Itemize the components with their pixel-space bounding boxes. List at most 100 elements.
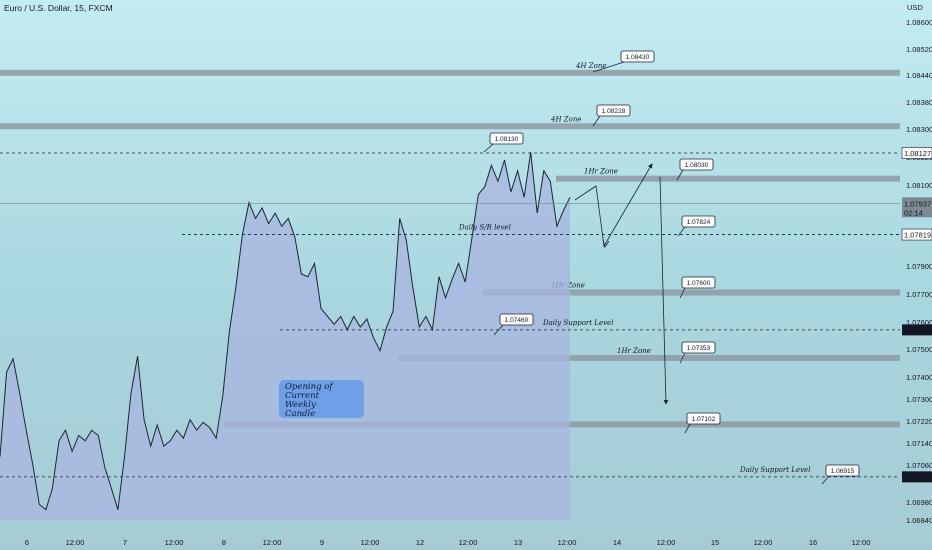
chart-title: Euro / U.S. Dollar, 15, FXCM (4, 3, 113, 13)
callout-pointer (679, 352, 686, 364)
callout-box (679, 158, 714, 171)
callout-label: 1.08228 (602, 108, 626, 115)
zone-label: 4H Zone (550, 115, 582, 123)
callout-box (499, 313, 534, 326)
x-tick-label: 12:00 (558, 538, 577, 547)
callout-label: 1.07102 (692, 416, 716, 423)
price-label-text: 1.07819 (904, 231, 931, 240)
price-line (0, 152, 571, 511)
callout-pointer (493, 324, 504, 336)
callout-box (620, 50, 655, 63)
zone-band (483, 289, 900, 296)
projection-down-arrow (659, 176, 669, 405)
price-label-box (901, 147, 932, 159)
x-tick-label: 12:00 (361, 538, 380, 547)
projection-dip-tick (602, 239, 610, 248)
x-tick-label: 12:00 (66, 538, 85, 547)
zone-label: 1Hr Zone (584, 168, 618, 176)
levels-layer: Daily S/R level Daily Support Level Daily … (0, 152, 900, 478)
price-axis: USD 1.08600 1.08520 1.08440 1.08380 1.08300 1.… (901, 3, 932, 525)
x-tick-label: 6 (25, 538, 29, 547)
y-tick-label: 1.08100 (906, 181, 932, 190)
y-tick-label: 1.08380 (906, 98, 932, 107)
x-tick-label: 7 (123, 538, 127, 547)
x-tick-label: 13 (514, 538, 522, 547)
callout-box (681, 276, 716, 289)
level-label: Daily Support Level (739, 466, 810, 474)
callout-box (686, 412, 721, 425)
y-tick-label: 1.07300 (906, 395, 932, 404)
note-line-2: Weekly (285, 400, 316, 410)
y-tick-label: 1.07500 (906, 345, 932, 354)
x-tick-label: 16 (809, 538, 817, 547)
zone-band (556, 175, 900, 182)
x-tick-label: 12:00 (657, 538, 676, 547)
callouts-layer: 1.08430 1.08228 1.08130 1.08030 1.07824 1.076… (483, 50, 860, 485)
y-tick-label: 1.06840 (906, 516, 932, 525)
price-area-fill (0, 152, 570, 520)
price-label-box (902, 324, 932, 336)
callout-box (681, 215, 716, 228)
y-tick-label: 1.07900 (906, 262, 932, 271)
x-tick-label: 8 (222, 538, 226, 547)
price-label-text: 1.06904 (904, 473, 931, 482)
weekly-open-note: Opening of Current Weekly Candle (279, 380, 364, 419)
x-tick-label: 15 (711, 538, 719, 547)
y-tick-label: 1.08300 (906, 125, 932, 134)
zone-label: 4H Zone (575, 62, 607, 70)
countdown-text: 02:14 (904, 208, 923, 217)
zone-band (0, 123, 900, 130)
projection-arrows (574, 163, 669, 405)
callout-label: 1.06915 (831, 468, 855, 475)
price-area (0, 152, 571, 520)
callout-label: 1.08430 (626, 54, 650, 61)
callout-label: 1.08130 (495, 136, 519, 143)
y-tick-label: 1.07700 (906, 290, 932, 299)
callout-pointer (677, 226, 686, 237)
level-label: Daily S/R level (458, 224, 511, 232)
x-tick-label: 12:00 (165, 538, 184, 547)
projection-up-arrow (574, 163, 653, 248)
x-tick-label: 12 (416, 538, 424, 547)
callout-pointer (592, 61, 625, 73)
price-label-box (902, 471, 932, 483)
zone-band (398, 354, 900, 361)
y-tick-label: 1.06980 (906, 498, 932, 507)
callout-label: 1.07824 (687, 219, 711, 226)
price-label-box (901, 228, 932, 241)
y-tick-label: 1.07220 (906, 417, 932, 426)
y-tick-label: 1.08600 (906, 18, 932, 27)
level-label: Daily Support Level (542, 319, 613, 327)
note-line-3: Candle (285, 409, 316, 419)
last-price-text: 1.07937 (904, 199, 931, 208)
y-tick-label: 1.07140 (906, 439, 932, 448)
price-label-text: 1.08127 (904, 149, 931, 158)
callout-label: 1.07600 (687, 280, 711, 287)
y-tick-label: 1.07600 (906, 318, 932, 327)
x-tick-label: 14 (613, 538, 621, 547)
x-tick-label: 12:00 (852, 538, 871, 547)
callout-label: 1.07353 (687, 345, 711, 352)
zone-band (0, 69, 900, 76)
note-line-1: Opening of Current (285, 382, 333, 401)
callout-box (596, 104, 631, 117)
last-price-box (902, 197, 932, 218)
x-tick-label: 12:00 (754, 538, 773, 547)
callout-pointer (679, 287, 686, 299)
callout-pointer (592, 115, 601, 127)
callout-pointer (483, 143, 494, 153)
callout-box (489, 132, 524, 145)
callout-pointer (676, 169, 684, 181)
time-axis: 6 12:00 7 12:00 8 12:00 9 12:00 12 12:00 13 12:00 14… (25, 538, 870, 547)
callout-box (825, 464, 860, 477)
y-tick-label: 1.08520 (906, 45, 932, 54)
x-tick-label: 12:00 (263, 538, 282, 547)
axis-currency: USD (907, 3, 923, 12)
callout-pointer (821, 475, 830, 485)
zone-label: 1Hr Zone (617, 347, 651, 355)
price-label-text: 1.07459 (904, 326, 931, 335)
x-tick-label: 9 (320, 538, 324, 547)
callout-label: 1.07460 (505, 317, 529, 324)
callout-label: 1.08030 (685, 162, 709, 169)
